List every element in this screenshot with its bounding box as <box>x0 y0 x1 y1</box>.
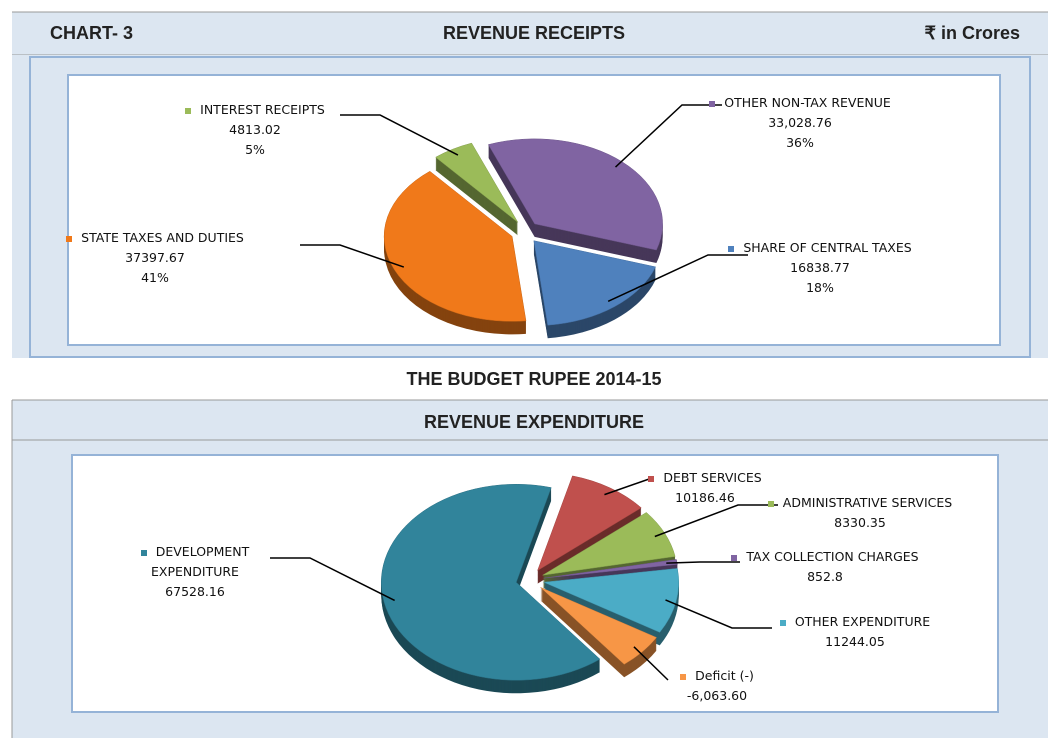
category-label: SHARE OF CENTRAL TAXES <box>743 240 912 255</box>
chart-number: CHART- 3 <box>50 23 134 43</box>
pie-slice <box>543 559 678 579</box>
legend-entry: DEBT SERVICES <box>640 468 770 488</box>
legend-entry: Deficit (-) <box>672 666 762 686</box>
category-label: OTHER EXPENDITURE <box>794 614 931 629</box>
data-label: ADMINISTRATIVE SERVICES 8330.35 <box>760 493 960 533</box>
value-label: -6,063.60 <box>686 688 748 703</box>
leader-line <box>340 114 459 156</box>
legend-swatch <box>731 554 738 561</box>
legend-swatch <box>728 245 735 252</box>
data-label: DEBT SERVICES 10186.46 <box>640 468 770 508</box>
data-label: OTHER NON-TAX REVENUE 33,028.76 36% <box>700 93 900 153</box>
chart-title: REVENUE EXPENDITURE <box>423 412 645 432</box>
legend-swatch <box>680 673 687 680</box>
leader-line <box>633 646 669 681</box>
leader-line <box>300 244 405 268</box>
value-label: 8330.35 <box>834 515 886 530</box>
legend-swatch <box>185 107 192 114</box>
value-label: 4813.02 <box>229 122 281 137</box>
category-label: TAX COLLECTION CHARGES <box>746 549 919 564</box>
category-label: INTEREST RECEIPTS <box>200 102 325 117</box>
leader-line <box>607 254 748 303</box>
value-label: 37397.67 <box>125 250 185 265</box>
value-label: 33,028.76 <box>768 115 832 130</box>
legend-entry: OTHER EXPENDITURE <box>760 612 950 632</box>
value-label: 16838.77 <box>790 260 850 275</box>
pie-slice <box>533 240 656 326</box>
value-label: 11244.05 <box>825 634 885 649</box>
data-label: STATE TAXES AND DUTIES 37397.67 41% <box>60 228 250 288</box>
legend-entry: INTEREST RECEIPTS <box>150 100 360 120</box>
leader-line <box>270 557 395 602</box>
value-label: 67528.16 <box>165 584 225 599</box>
header-band <box>12 12 1048 55</box>
percent-label: 18% <box>806 280 834 295</box>
data-label: TAX COLLECTION CHARGES 852.8 <box>730 547 920 587</box>
percent-label: 5% <box>245 142 265 157</box>
data-label: OTHER EXPENDITURE 11244.05 <box>760 612 950 652</box>
value-label: 852.8 <box>807 569 843 584</box>
pie-slice <box>540 587 657 665</box>
leader-line <box>666 561 740 564</box>
category-label: DEVELOPMENT EXPENDITURE <box>151 544 250 579</box>
pie-slice <box>487 138 663 251</box>
leader-line <box>614 104 722 168</box>
pie-slice <box>542 568 679 633</box>
category-label: ADMINISTRATIVE SERVICES <box>782 495 953 510</box>
leader-line <box>604 477 653 496</box>
percent-label: 41% <box>141 270 169 285</box>
data-label: INTEREST RECEIPTS 4813.02 5% <box>150 100 360 160</box>
percent-label: 36% <box>786 135 814 150</box>
page-subtitle: THE BUDGET RUPEE 2014-15 <box>406 369 662 389</box>
legend-entry: OTHER NON-TAX REVENUE <box>700 93 900 113</box>
pie-slice <box>381 484 601 681</box>
pie-slice <box>435 142 519 223</box>
chart-title: REVENUE RECEIPTS <box>442 23 626 43</box>
data-label: DEVELOPMENT EXPENDITURE 67528.16 <box>120 542 270 602</box>
data-label: SHARE OF CENTRAL TAXES 16838.77 18% <box>725 238 915 298</box>
category-label: DEBT SERVICES <box>663 470 762 485</box>
leader-line <box>654 504 778 538</box>
legend-swatch <box>66 235 73 242</box>
pie-slice <box>383 170 527 322</box>
category-label: STATE TAXES AND DUTIES <box>81 230 244 245</box>
pie-slice <box>537 475 642 572</box>
category-label: Deficit (-) <box>695 668 754 683</box>
leader-line <box>665 599 772 629</box>
legend-swatch <box>140 549 147 556</box>
category-label: OTHER NON-TAX REVENUE <box>724 95 891 110</box>
legend-swatch <box>709 100 716 107</box>
data-label: Deficit (-) -6,063.60 <box>672 666 762 706</box>
legend-entry: TAX COLLECTION CHARGES <box>730 547 920 567</box>
legend-entry: STATE TAXES AND DUTIES <box>60 228 250 248</box>
legend-swatch <box>767 500 774 507</box>
unit-label: ₹ in Crores <box>924 23 1020 43</box>
legend-swatch <box>779 619 786 626</box>
value-label: 10186.46 <box>675 490 735 505</box>
legend-entry: ADMINISTRATIVE SERVICES <box>760 493 960 513</box>
legend-entry: DEVELOPMENT EXPENDITURE <box>120 542 270 582</box>
panel-frame <box>29 56 1031 358</box>
legend-entry: SHARE OF CENTRAL TAXES <box>725 238 915 258</box>
legend-swatch <box>648 475 655 482</box>
